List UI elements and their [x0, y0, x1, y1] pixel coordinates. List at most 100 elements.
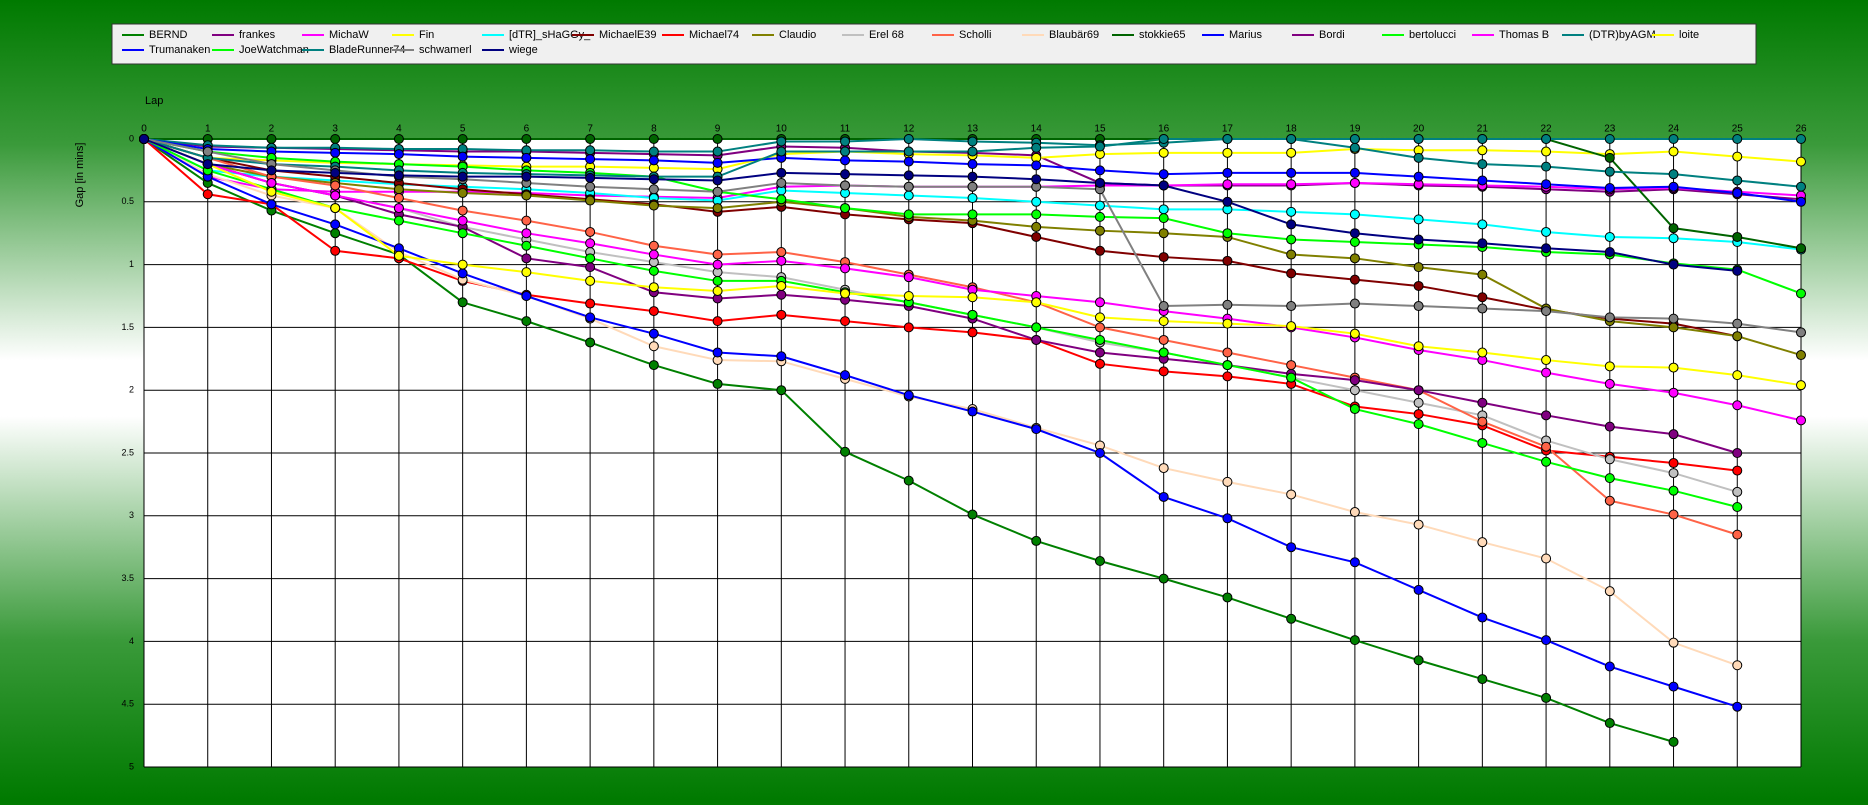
data-point	[1031, 424, 1042, 435]
data-point	[776, 280, 787, 291]
data-point	[1349, 328, 1360, 339]
data-point	[457, 268, 468, 279]
legend-label: Bordi	[1319, 29, 1345, 41]
data-point	[712, 378, 723, 389]
x-tick-label: 21	[1477, 124, 1489, 135]
data-point	[1094, 334, 1105, 345]
data-point	[1668, 509, 1679, 520]
data-point	[521, 291, 532, 301]
legend-label: Fin	[419, 29, 434, 41]
data-point	[1668, 169, 1679, 180]
data-point	[1668, 313, 1679, 324]
data-point	[648, 184, 659, 195]
x-axis-label: Lap	[145, 95, 163, 107]
data-point	[1222, 179, 1233, 190]
data-point	[1541, 179, 1552, 190]
data-point	[648, 174, 659, 185]
y-tick-label: 0.5	[121, 196, 134, 206]
data-point	[457, 297, 468, 308]
data-point	[903, 146, 914, 157]
x-tick-label: 24	[1668, 124, 1680, 135]
data-point	[1541, 367, 1552, 378]
data-point	[1413, 584, 1424, 595]
legend-label: wiege	[508, 44, 538, 56]
data-point	[521, 171, 532, 182]
data-point	[903, 475, 914, 486]
legend-label: BERND	[149, 29, 188, 41]
x-tick-label: 7	[587, 124, 593, 135]
data-point	[585, 181, 596, 192]
data-point	[1604, 661, 1615, 672]
data-point	[648, 155, 659, 166]
data-point	[585, 298, 596, 309]
data-point	[712, 186, 723, 197]
legend-label: loite	[1679, 29, 1699, 41]
data-point	[1349, 253, 1360, 264]
data-point	[712, 249, 723, 260]
data-point	[585, 195, 596, 206]
data-point	[1286, 249, 1297, 260]
data-point	[1732, 400, 1743, 411]
data-point	[585, 262, 596, 273]
data-point	[1413, 134, 1424, 144]
data-point	[1031, 160, 1042, 171]
data-point	[967, 159, 978, 170]
legend-label: Blaubär69	[1049, 29, 1099, 41]
data-point	[1796, 327, 1806, 338]
data-point	[521, 240, 532, 251]
data-point	[712, 157, 723, 168]
data-point	[1541, 456, 1552, 467]
data-point	[1604, 182, 1615, 193]
data-point	[1158, 204, 1169, 215]
data-point	[1158, 252, 1169, 263]
y-tick-label: 4.5	[121, 699, 134, 709]
data-point	[1222, 228, 1233, 239]
data-point	[903, 156, 914, 167]
data-point	[1349, 167, 1360, 178]
legend-label: Claudio	[779, 29, 816, 41]
x-tick-label: 0	[141, 124, 147, 135]
data-point	[1668, 485, 1679, 496]
data-point	[585, 275, 596, 286]
data-point	[1668, 681, 1679, 692]
data-point	[1604, 247, 1615, 258]
x-tick-label: 20	[1413, 124, 1425, 135]
data-point	[1222, 255, 1233, 266]
data-point	[1477, 397, 1488, 408]
data-point	[1796, 415, 1806, 426]
data-point	[1604, 495, 1615, 506]
legend-label: JoeWatchman	[239, 44, 309, 56]
data-point	[393, 215, 404, 226]
data-point	[585, 253, 596, 264]
legend-label: Trumanaken	[149, 44, 210, 56]
data-point	[1604, 166, 1615, 177]
data-point	[1158, 147, 1169, 158]
data-point	[1286, 301, 1297, 312]
legend-label: Marius	[1229, 29, 1263, 41]
data-point	[776, 289, 787, 300]
legend-label: Michael74	[689, 29, 739, 41]
data-point	[1349, 228, 1360, 239]
data-point	[1541, 441, 1552, 452]
data-point	[1604, 312, 1615, 323]
data-point	[1732, 486, 1743, 497]
data-point	[1286, 489, 1297, 500]
data-point	[1031, 297, 1042, 308]
x-tick-label: 11	[840, 124, 851, 135]
data-point	[1286, 234, 1297, 245]
data-point	[1668, 736, 1679, 747]
legend-label: Thomas B	[1499, 29, 1549, 41]
data-point	[330, 147, 341, 158]
data-point	[1541, 146, 1552, 157]
data-point	[1796, 380, 1806, 391]
data-point	[1349, 274, 1360, 285]
data-point	[1158, 491, 1169, 502]
data-point	[585, 154, 596, 165]
data-point	[967, 146, 978, 157]
data-point	[1604, 152, 1615, 163]
x-tick-label: 26	[1795, 124, 1807, 135]
data-point	[1796, 156, 1806, 167]
data-point	[202, 189, 213, 200]
data-point	[840, 446, 851, 457]
data-point	[1668, 134, 1679, 144]
